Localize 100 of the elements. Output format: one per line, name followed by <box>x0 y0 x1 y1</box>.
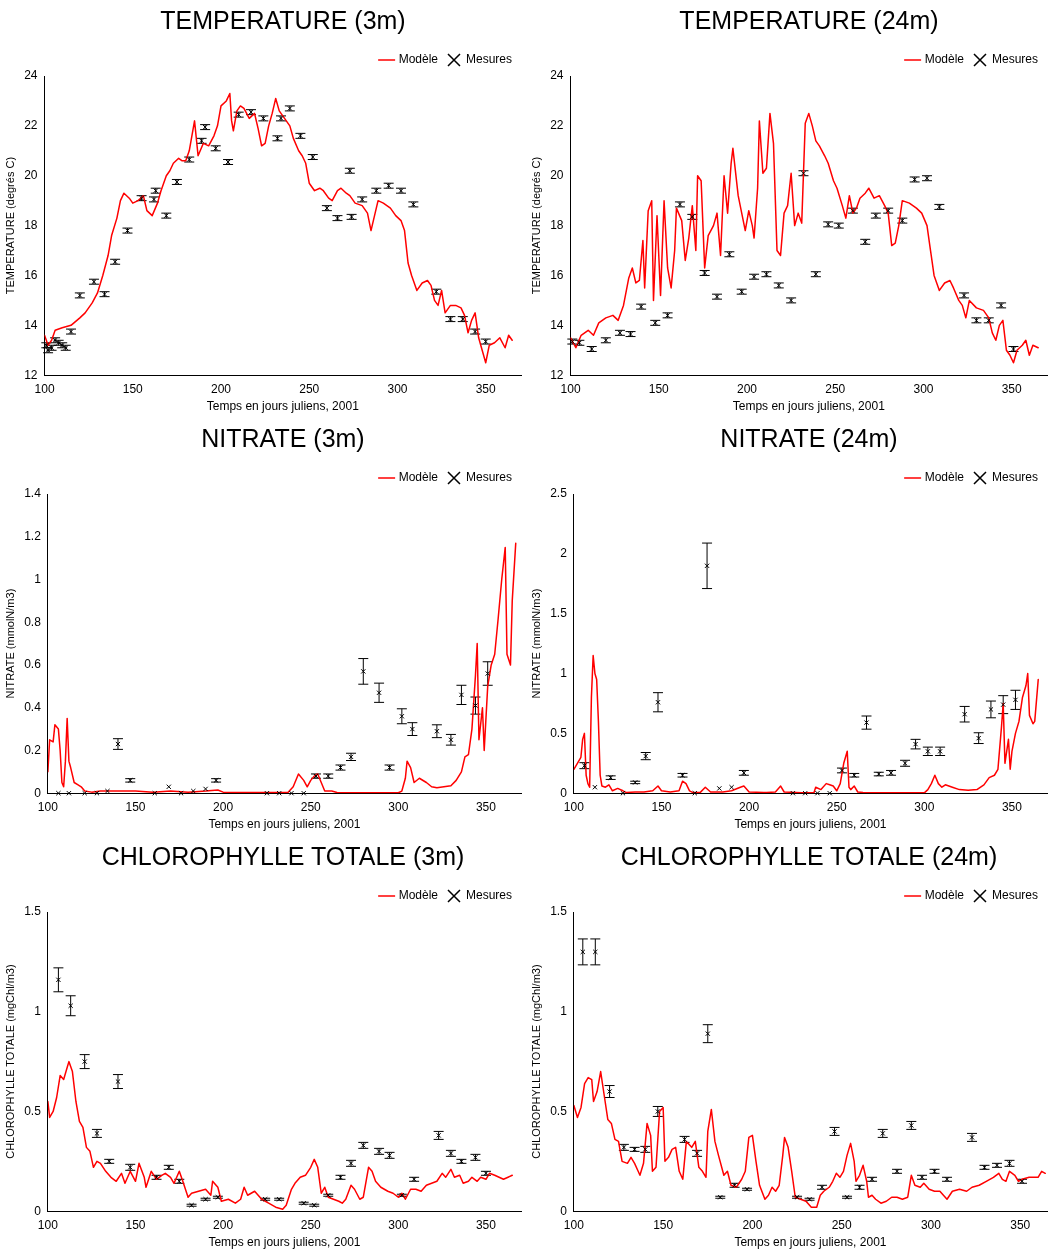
x-axis-title: Temps en jours juliens, 2001 <box>734 817 887 832</box>
x-tick-label: 150 <box>125 799 146 814</box>
point <box>655 699 661 705</box>
y-tick-label: 1.5 <box>24 904 42 919</box>
x-tick-label: 350 <box>1001 799 1023 814</box>
point <box>152 790 158 796</box>
y-tick-label: 0.5 <box>550 725 568 740</box>
y-tick-label: 0.6 <box>24 657 42 672</box>
y-tick-label: 1.5 <box>550 605 568 620</box>
y-axis-title: NITRATE (mmolN/m3) <box>529 588 542 699</box>
x-tick-label: 100 <box>560 381 581 396</box>
point <box>301 790 307 796</box>
point <box>988 706 994 713</box>
x-axis-title: Temps en jours juliens, 2001 <box>732 399 886 414</box>
x-tick-label: 250 <box>831 1217 853 1232</box>
y-tick-label: 0 <box>560 785 568 800</box>
x-tick-label: 350 <box>475 799 497 814</box>
point <box>68 1003 74 1009</box>
point <box>288 790 295 796</box>
point <box>115 1078 121 1085</box>
x-tick-label: 200 <box>213 1217 234 1232</box>
x-axis-title: Temps en jours juliens, 2001 <box>208 1235 361 1250</box>
chart-title: NITRATE (3m) <box>200 423 366 454</box>
y-tick-label: 0 <box>34 1203 42 1218</box>
y-axis-title: TEMPERATURE (degrés C) <box>3 156 16 295</box>
y-axis-title: TEMPERATURE (degrés C) <box>529 156 542 295</box>
point <box>704 563 710 569</box>
x-tick-label: 350 <box>475 381 497 396</box>
y-tick-label: 2.5 <box>550 486 568 501</box>
y-tick-label: 0 <box>34 785 42 800</box>
y-tick-label: 12 <box>24 367 38 382</box>
legend-label: Mesures <box>465 470 512 485</box>
point <box>66 790 72 796</box>
point <box>827 790 833 796</box>
point <box>202 786 209 792</box>
legend-label: Mesures <box>465 52 512 67</box>
y-tick-label: 0.4 <box>24 700 42 715</box>
y-tick-label: 20 <box>550 168 564 183</box>
point <box>82 790 88 796</box>
legend-label: Modèle <box>924 52 965 67</box>
x-tick-label: 200 <box>737 381 758 396</box>
legend-label: Mesures <box>465 888 512 903</box>
chart-title: TEMPERATURE (3m) <box>159 5 407 36</box>
point <box>485 670 491 677</box>
y-tick-label: 0.5 <box>24 1103 42 1118</box>
x-tick-label: 150 <box>653 1217 674 1232</box>
point <box>790 790 796 796</box>
chart-title: TEMPERATURE (24m) <box>678 5 940 36</box>
y-tick-label: 16 <box>550 267 564 282</box>
point <box>716 785 722 792</box>
x-tick-label: 250 <box>299 381 320 396</box>
x-tick-label: 150 <box>125 1217 146 1232</box>
y-axis-title: NITRATE (mmolN/m3) <box>3 588 16 699</box>
y-tick-label: 1.5 <box>550 904 568 919</box>
x-tick-label: 350 <box>1010 1217 1031 1232</box>
x-tick-label: 150 <box>651 799 672 814</box>
x-tick-label: 200 <box>739 799 760 814</box>
y-tick-label: 0.8 <box>24 614 42 629</box>
y-axis-title: CHLOROPHYLLE TOTALE (mgChl/m3) <box>3 964 16 1159</box>
legend-label: Modèle <box>924 888 965 903</box>
x-tick-label: 300 <box>914 799 935 814</box>
y-tick-label: 1 <box>560 1004 568 1019</box>
legend-label: Mesures <box>991 470 1038 485</box>
x-tick-label: 100 <box>563 799 585 814</box>
point <box>434 728 440 734</box>
y-tick-label: 0.5 <box>550 1103 568 1118</box>
legend-label: Mesures <box>991 52 1038 67</box>
y-tick-label: 18 <box>24 217 38 232</box>
y-tick-label: 2 <box>560 546 568 561</box>
x-tick-label: 300 <box>920 1217 942 1232</box>
legend-label: Modèle <box>398 470 439 485</box>
x-tick-label: 100 <box>37 1217 59 1232</box>
point <box>620 790 626 796</box>
point <box>190 788 196 794</box>
point <box>976 735 982 741</box>
point <box>82 1058 88 1065</box>
legend-label: Modèle <box>398 52 439 67</box>
chart-title: NITRATE (24m) <box>719 423 899 454</box>
y-tick-label: 20 <box>24 168 38 183</box>
point <box>409 726 415 732</box>
point <box>55 977 62 983</box>
point <box>360 668 366 674</box>
y-tick-label: 24 <box>24 68 38 83</box>
x-tick-label: 300 <box>388 799 409 814</box>
point <box>276 790 282 796</box>
point <box>962 711 968 717</box>
point <box>94 790 100 796</box>
y-tick-label: 16 <box>24 267 38 282</box>
x-tick-label: 250 <box>300 799 322 814</box>
y-tick-label: 0 <box>560 1203 568 1218</box>
x-tick-label: 200 <box>213 799 234 814</box>
y-tick-label: 1 <box>34 571 42 586</box>
x-tick-label: 100 <box>34 381 55 396</box>
y-tick-label: 18 <box>550 217 564 232</box>
legend-label: Modèle <box>924 470 965 485</box>
y-tick-label: 22 <box>550 118 564 133</box>
y-tick-label: 24 <box>550 68 564 83</box>
point <box>802 790 808 796</box>
y-tick-label: 0.2 <box>24 742 42 757</box>
x-tick-label: 150 <box>648 381 670 396</box>
